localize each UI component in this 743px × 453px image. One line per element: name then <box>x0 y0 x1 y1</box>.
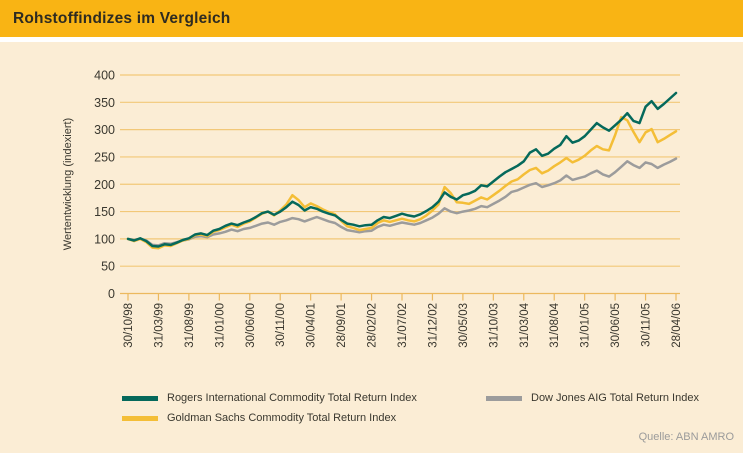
svg-text:31/08/04: 31/08/04 <box>549 302 561 347</box>
svg-text:200: 200 <box>94 178 115 192</box>
svg-text:28/04/06: 28/04/06 <box>671 303 683 348</box>
axis-labels: 0 50 100 150 200 250 300 350 400 30/10/98 31/03/99… <box>94 69 683 348</box>
svg-text:31/10/03: 31/10/03 <box>488 303 500 348</box>
svg-text:0: 0 <box>108 287 115 301</box>
goldman-line-swatch-icon <box>122 415 158 421</box>
legend-label-goldman: Goldman Sachs Commodity Total Return Ind… <box>167 412 397 424</box>
line-chart: 0 50 100 150 200 250 300 350 400 30/10/98 31/03/99… <box>62 69 683 348</box>
axes <box>127 293 677 301</box>
data-series <box>126 91 678 250</box>
svg-text:30/06/05: 30/06/05 <box>610 303 622 348</box>
gridlines <box>120 74 680 295</box>
svg-text:30/11/05: 30/11/05 <box>641 303 653 347</box>
svg-text:31/03/99: 31/03/99 <box>153 303 165 348</box>
legend-label-dowjones: Dow Jones AIG Total Return Index <box>531 392 699 404</box>
legend-item-rogers: Rogers International Commodity Total Ret… <box>122 388 417 408</box>
svg-text:30/05/03: 30/05/03 <box>458 303 470 348</box>
svg-text:50: 50 <box>101 260 115 274</box>
svg-text:31/01/00: 31/01/00 <box>214 303 226 348</box>
svg-text:250: 250 <box>94 150 115 164</box>
svg-text:30/11/00: 30/11/00 <box>275 303 287 347</box>
svg-text:350: 350 <box>94 96 115 110</box>
svg-text:30/10/98: 30/10/98 <box>123 303 135 348</box>
svg-text:400: 400 <box>94 69 115 83</box>
svg-text:28/09/01: 28/09/01 <box>336 303 348 348</box>
svg-text:100: 100 <box>94 232 115 246</box>
svg-text:31/08/99: 31/08/99 <box>184 303 196 348</box>
dowjones-line-swatch-icon <box>486 395 522 401</box>
svg-text:150: 150 <box>94 205 115 219</box>
y-axis-title: Wertentwicklung (indexiert) <box>62 118 74 250</box>
title-bar: Rohstoffindizes im Vergleich <box>0 0 743 37</box>
svg-text:31/01/05: 31/01/05 <box>580 303 592 348</box>
rogers-line-swatch-icon <box>122 395 158 401</box>
svg-text:300: 300 <box>94 123 115 137</box>
chart-title: Rohstoffindizes im Vergleich <box>13 9 231 27</box>
svg-text:31/03/04: 31/03/04 <box>519 302 531 347</box>
svg-text:28/02/02: 28/02/02 <box>367 303 379 348</box>
svg-text:31/12/02: 31/12/02 <box>427 303 439 348</box>
source-credit: Quelle: ABN AMRO <box>638 431 734 443</box>
legend-item-goldman: Goldman Sachs Commodity Total Return Ind… <box>122 408 417 428</box>
legend-column-2: Dow Jones AIG Total Return Index <box>486 388 699 408</box>
chart-area: 0 50 100 150 200 250 300 350 400 30/10/98 31/03/99… <box>0 42 743 453</box>
legend-label-rogers: Rogers International Commodity Total Ret… <box>167 392 417 404</box>
svg-text:30/06/00: 30/06/00 <box>245 303 257 348</box>
legend-item-dowjones: Dow Jones AIG Total Return Index <box>486 388 699 408</box>
svg-text:30/04/01: 30/04/01 <box>306 303 318 348</box>
svg-text:31/07/02: 31/07/02 <box>397 303 409 348</box>
legend-column-1: Rogers International Commodity Total Ret… <box>122 388 417 428</box>
